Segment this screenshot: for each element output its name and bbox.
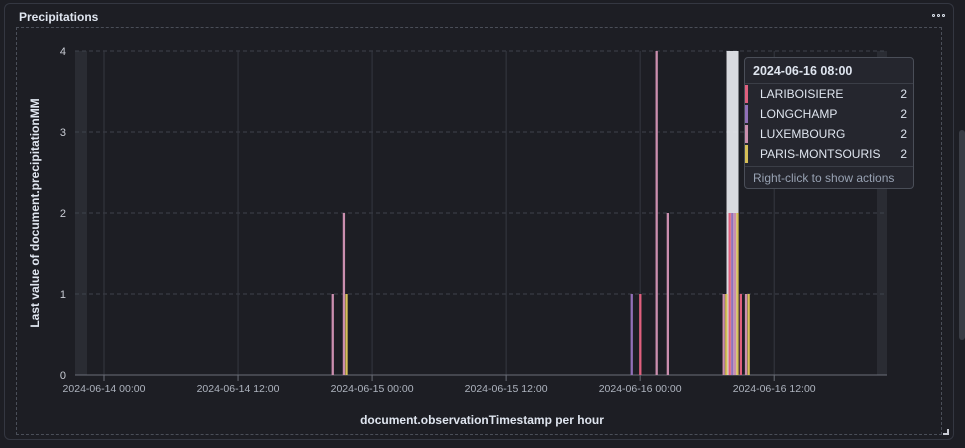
x-tick-label: 2024-06-15 12:00 xyxy=(465,383,548,395)
x-tick-label: 2024-06-14 00:00 xyxy=(63,383,146,395)
chart-tooltip: 2024-06-16 08:00 LARIBOISIERE 2 LONGCHAM… xyxy=(744,57,914,189)
bar-longchamp xyxy=(731,213,734,375)
tooltip-footer: Right-click to show actions xyxy=(745,166,913,189)
tooltip-row-lariboisiere: LARIBOISIERE 2 xyxy=(745,84,913,104)
tooltip-row-paris-montsouris: PARIS-MONTSOURIS 2 xyxy=(745,144,913,164)
dot-icon xyxy=(936,13,940,17)
bar-luxembourg xyxy=(666,213,669,375)
bar-paris-montsouris xyxy=(725,294,728,375)
bar-paris-montsouris xyxy=(345,294,348,375)
bar-paris-montsouris xyxy=(747,294,750,375)
bar-lariboisiere xyxy=(728,213,731,375)
tooltip-series-value: 2 xyxy=(900,107,907,121)
tooltip-series-value: 2 xyxy=(900,147,907,161)
y-axis-title: Last value of document.precipitationMM xyxy=(28,98,42,327)
x-axis-title: document.observationTimestamp per hour xyxy=(360,413,604,427)
tooltip-series-value: 2 xyxy=(900,87,907,101)
legend-swatch xyxy=(745,85,748,103)
panel-options-button[interactable] xyxy=(929,8,947,22)
bar-luxembourg xyxy=(331,294,334,375)
y-tick-label: 0 xyxy=(60,370,66,382)
bar-luxembourg xyxy=(655,51,658,375)
x-tick-label: 2024-06-16 00:00 xyxy=(599,383,682,395)
bar-luxembourg xyxy=(722,294,725,375)
y-tick-label: 4 xyxy=(60,46,66,58)
bar-longchamp xyxy=(630,294,633,375)
bar-lariboisiere xyxy=(639,294,642,375)
x-tick-label: 2024-06-16 12:00 xyxy=(733,383,816,395)
y-tick-label: 2 xyxy=(60,208,66,220)
bar-paris-montsouris xyxy=(736,213,739,375)
legend-swatch xyxy=(745,125,748,143)
tooltip-series-name: LARIBOISIERE xyxy=(760,87,844,101)
bar-luxembourg xyxy=(733,213,737,375)
tooltip-series-value: 2 xyxy=(900,127,907,141)
tooltip-series-name: PARIS-MONTSOURIS xyxy=(760,147,881,161)
y-tick-label: 1 xyxy=(60,289,66,301)
tooltip-row-luxembourg: LUXEMBOURG 2 xyxy=(745,124,913,144)
bar-luxembourg xyxy=(342,213,346,375)
scrollbar[interactable] xyxy=(959,130,965,340)
legend-swatch xyxy=(745,145,748,163)
dot-icon xyxy=(941,13,945,17)
tooltip-row-longchamp: LONGCHAMP 2 xyxy=(745,104,913,124)
x-tick-label: 2024-06-14 12:00 xyxy=(197,383,280,395)
x-tick-label: 2024-06-15 00:00 xyxy=(331,383,414,395)
dot-icon xyxy=(931,13,935,17)
tooltip-series-name: LUXEMBOURG xyxy=(760,127,846,141)
y-tick-label: 3 xyxy=(60,127,66,139)
bar-lariboisiere xyxy=(739,294,742,375)
legend-swatch xyxy=(745,105,748,123)
chart-frame xyxy=(16,27,942,435)
tooltip-series-name: LONGCHAMP xyxy=(760,107,838,121)
bar-luxembourg xyxy=(744,294,748,375)
tooltip-header: 2024-06-16 08:00 xyxy=(745,58,913,84)
resize-handle-icon[interactable] xyxy=(943,429,949,435)
panel-title: Precipitations xyxy=(19,10,99,24)
